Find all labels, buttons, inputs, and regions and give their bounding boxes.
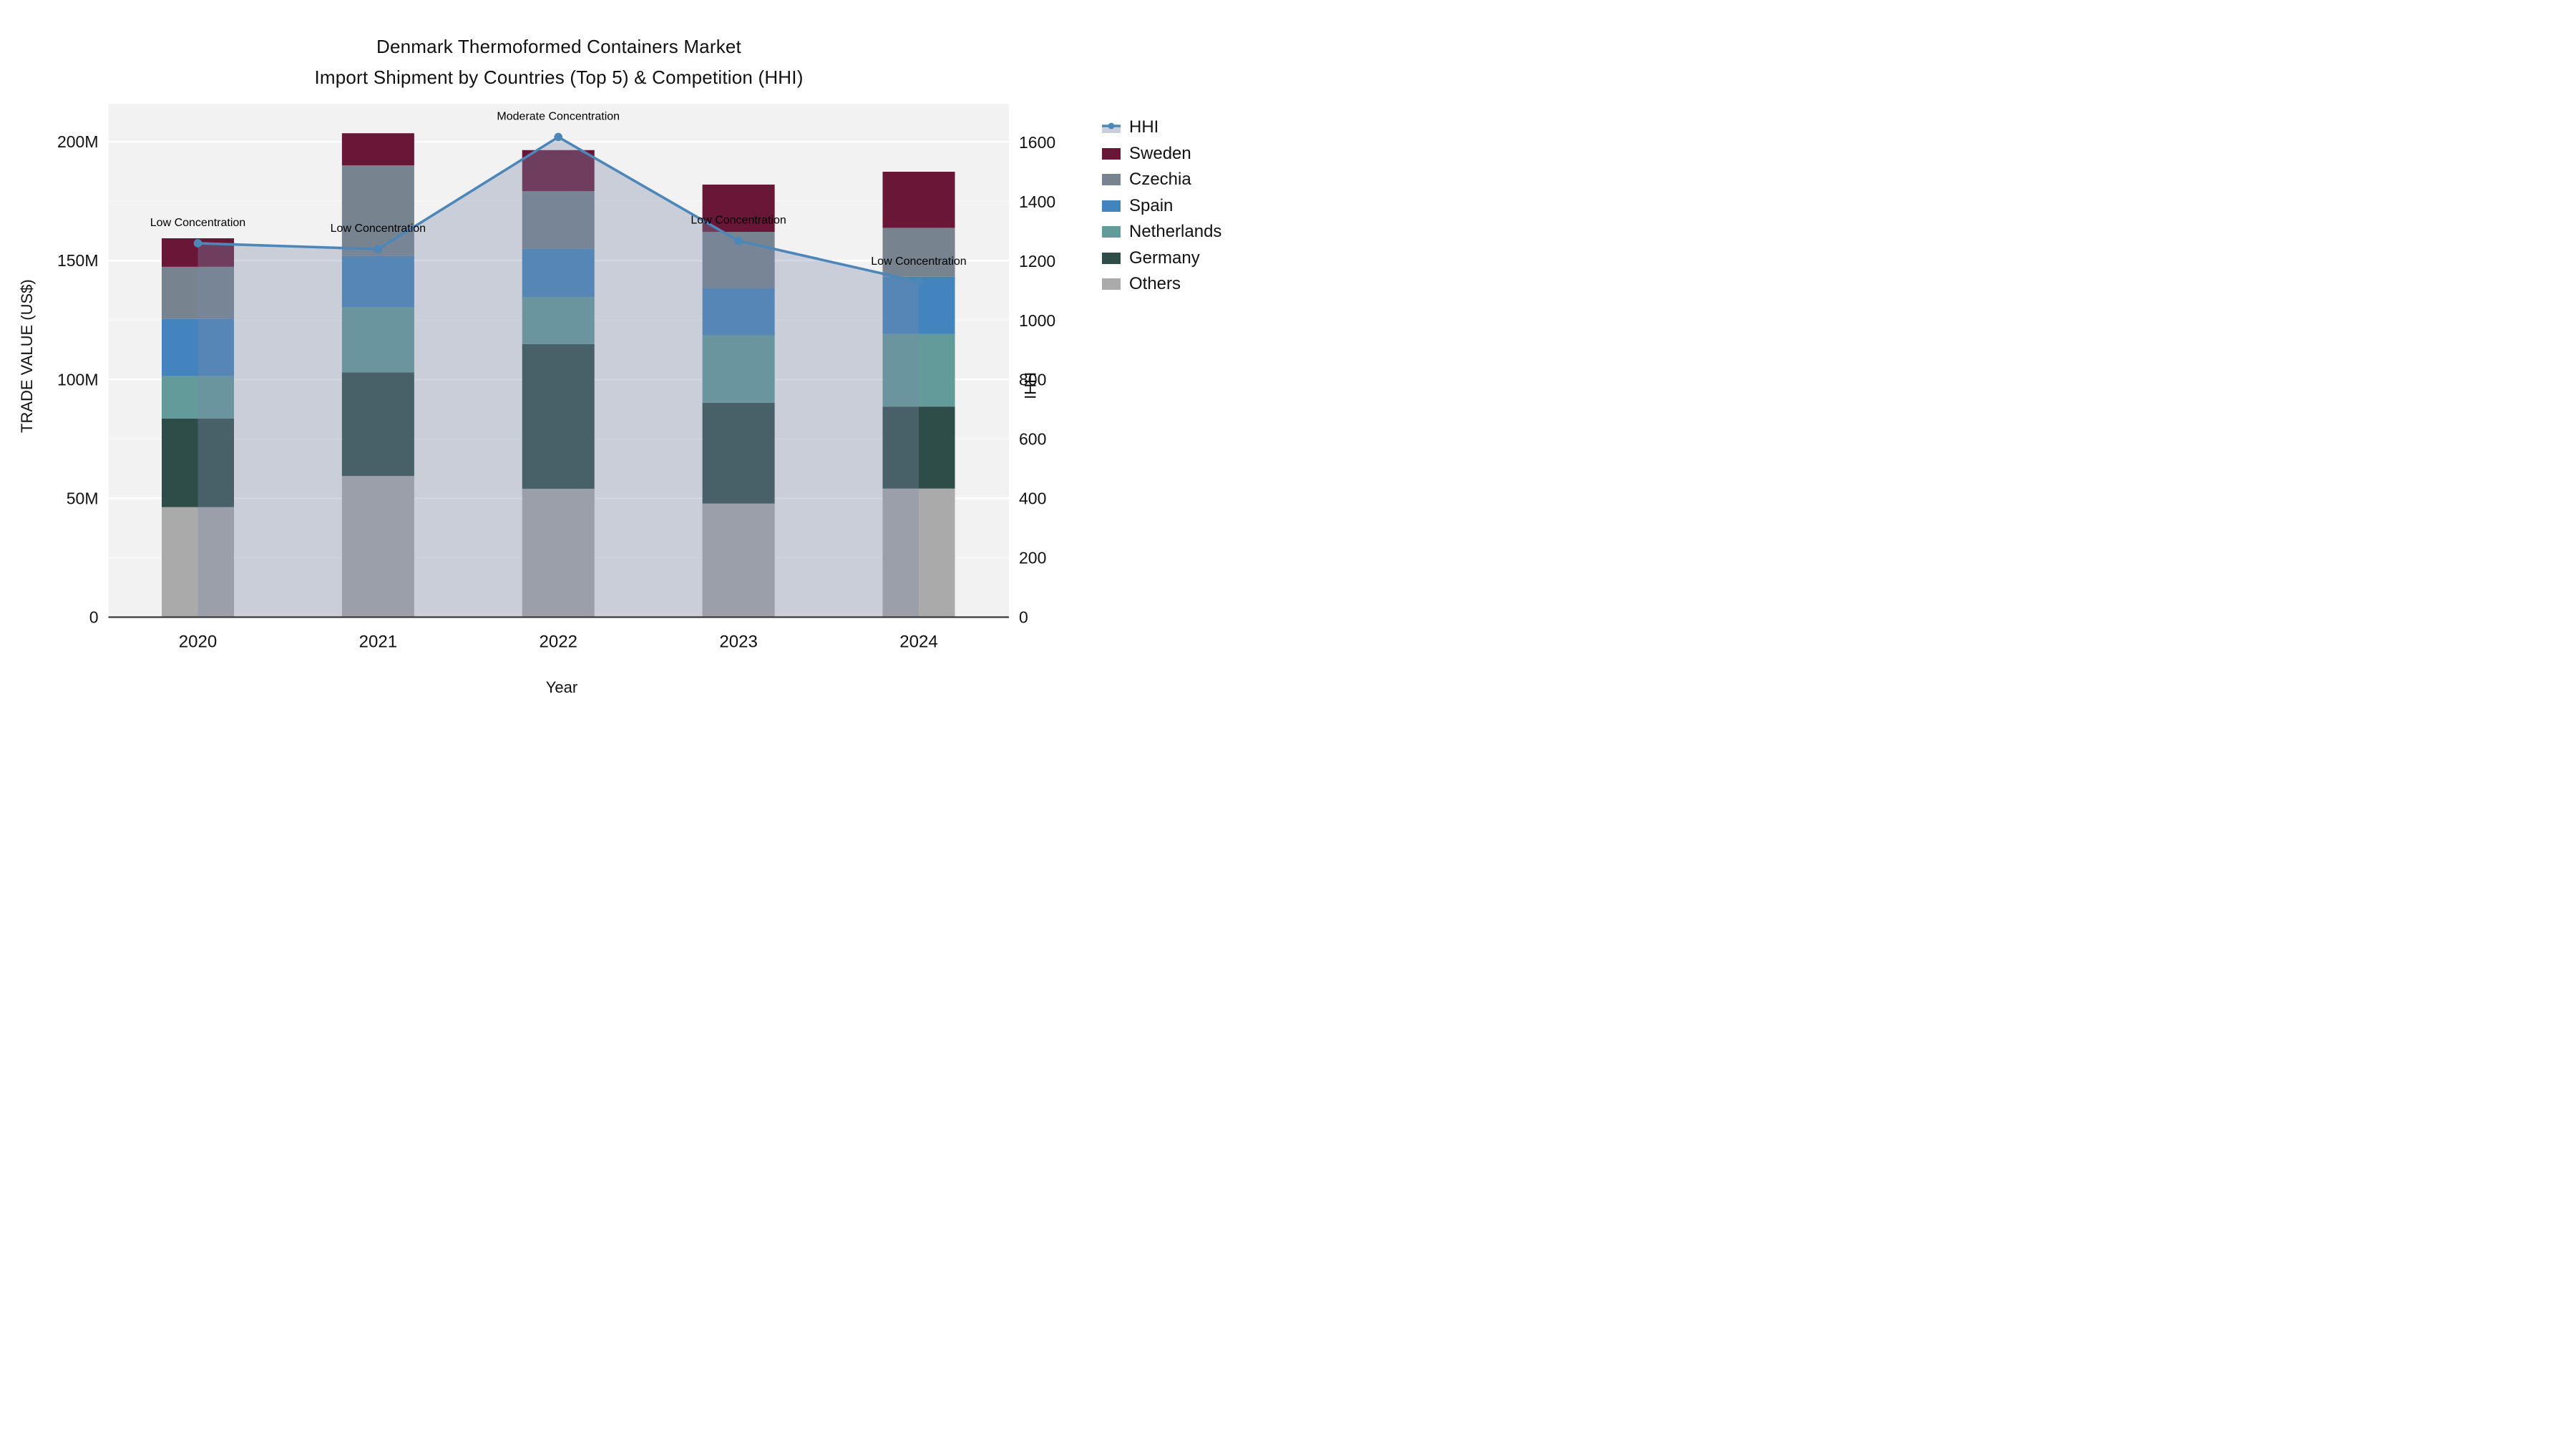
y-right-tick-1200: 1200 (1019, 252, 1055, 270)
legend-item-czechia[interactable]: Czechia (1102, 169, 1191, 190)
hhi-line-layer (193, 132, 923, 286)
legend-label-others: Others (1129, 274, 1181, 293)
legend-label-netherlands: Netherlands (1129, 222, 1222, 241)
legend-item-germany[interactable]: Germany (1102, 248, 1200, 269)
chart-title-line2: Import Shipment by Countries (Top 5) & C… (314, 67, 804, 88)
legend-label-hhi: HHI (1129, 117, 1159, 137)
x-tick-2023: 2023 (719, 633, 757, 652)
bar-segment-netherlands-2024[interactable] (882, 333, 955, 407)
legend-label-sweden: Sweden (1129, 143, 1191, 163)
legend-swatch-netherlands (1102, 226, 1121, 238)
x-tick-2022: 2022 (540, 633, 577, 652)
bar-segment-germany-2023[interactable] (702, 402, 775, 504)
legend-item-others[interactable]: Others (1102, 273, 1181, 295)
y-left-tick-0: 0 (89, 608, 99, 627)
bar-segment-netherlands-2022[interactable] (522, 297, 595, 344)
y-left-tick-200M: 200M (57, 132, 99, 151)
legend-hhi-line-swatch (1102, 122, 1121, 133)
bar-segment-sweden-2023[interactable] (702, 184, 775, 233)
hhi-point-2023[interactable] (734, 236, 743, 245)
chart-figure: Denmark Thermoformed Containers Market I… (0, 0, 1288, 725)
bar-segment-others-2023[interactable] (702, 503, 775, 618)
bar-segment-sweden-2024[interactable] (882, 172, 955, 228)
x-tick-2021: 2021 (359, 633, 397, 652)
y-right-tick-1400: 1400 (1019, 192, 1055, 211)
bar-segment-germany-2021[interactable] (341, 372, 414, 477)
annotations-layer: Low Concentration Low Concentration Modera… (150, 110, 967, 267)
y-right-tick-0: 0 (1019, 608, 1028, 627)
hhi-area-fill-layer (197, 137, 919, 618)
bar-segment-others-2022[interactable] (522, 489, 595, 618)
y-right-tick-1600: 1600 (1019, 133, 1055, 152)
bar-segment-spain-2021[interactable] (341, 255, 414, 308)
hhi-point-2022[interactable] (554, 132, 563, 142)
bar-segment-czechia-2021[interactable] (341, 165, 414, 256)
y-right-tick-200: 200 (1019, 549, 1046, 567)
y-right-tick-1000: 1000 (1019, 311, 1055, 330)
bar-segment-others-2024[interactable] (882, 488, 955, 618)
x-tick-2020: 2020 (179, 633, 217, 652)
legend-swatch-spain (1102, 200, 1121, 212)
hhi-annotation-2020: Low Concentration (150, 217, 245, 229)
bar-segment-netherlands-2023[interactable] (702, 335, 775, 403)
hhi-point-2020[interactable] (193, 239, 203, 248)
hhi-annotation-2024: Low Concentration (871, 255, 966, 268)
bar-segment-czechia-2020[interactable] (162, 266, 234, 319)
y-right-tick-800: 800 (1019, 371, 1046, 389)
hhi-point-2024[interactable] (914, 278, 923, 286)
x-tick-2024: 2024 (899, 633, 937, 652)
y-right-tick-600: 600 (1019, 430, 1046, 449)
legend-item-spain[interactable]: Spain (1102, 195, 1173, 217)
x-axis-title: Year (545, 678, 578, 696)
hhi-point-2021[interactable] (374, 245, 383, 254)
bar-segment-germany-2024[interactable] (882, 406, 955, 489)
bar-segment-others-2021[interactable] (341, 476, 414, 618)
hhi-annotation-2021: Low Concentration (331, 223, 426, 235)
y-left-tick-150M: 150M (57, 251, 99, 270)
chart-plot-area[interactable]: Low Concentration Low Concentration Modera… (0, 0, 1288, 725)
legend-item-netherlands[interactable]: Netherlands (1102, 221, 1221, 243)
bar-segment-germany-2020[interactable] (162, 418, 234, 507)
y-left-tick-100M: 100M (57, 370, 99, 389)
legend-swatch-germany (1102, 252, 1121, 264)
legend-item-sweden[interactable]: Sweden (1102, 143, 1191, 165)
y-right-tick-400: 400 (1019, 489, 1046, 508)
bar-segment-czechia-2022[interactable] (522, 191, 595, 249)
legend-swatch-czechia (1102, 174, 1121, 185)
hhi-area-fill (197, 137, 919, 618)
bar-segment-germany-2022[interactable] (522, 343, 595, 489)
y-left-tick-50M: 50M (67, 489, 99, 507)
legend-swatch-others (1102, 278, 1121, 290)
bar-segment-spain-2022[interactable] (522, 248, 595, 298)
bar-segment-spain-2020[interactable] (162, 318, 234, 376)
hhi-annotation-2023: Low Concentration (691, 215, 786, 227)
tick-labels-layer: 0 50M 100M 150M 200M 0 200 400 600 800 1000 1200 140… (57, 132, 1055, 651)
bar-segment-spain-2024[interactable] (882, 276, 955, 334)
bar-segment-others-2020[interactable] (162, 507, 234, 618)
legend-swatch-sweden (1102, 147, 1121, 160)
bar-segment-sweden-2021[interactable] (341, 133, 414, 166)
bar-segment-netherlands-2020[interactable] (162, 376, 234, 419)
legend-label-czechia: Czechia (1129, 170, 1191, 189)
bar-segment-netherlands-2021[interactable] (341, 307, 414, 373)
bar-segment-spain-2023[interactable] (702, 288, 775, 336)
bars-layer (162, 133, 955, 618)
bar-segment-czechia-2024[interactable] (882, 228, 955, 277)
chart-title-line1: Denmark Thermoformed Containers Market (376, 36, 741, 57)
legend-item-hhi[interactable]: HHI (1102, 117, 1158, 138)
legend-label-spain: Spain (1129, 195, 1174, 215)
legend-label-germany: Germany (1129, 248, 1200, 268)
hhi-annotation-2022: Moderate Concentration (497, 110, 620, 122)
bar-segment-sweden-2022[interactable] (522, 150, 595, 192)
